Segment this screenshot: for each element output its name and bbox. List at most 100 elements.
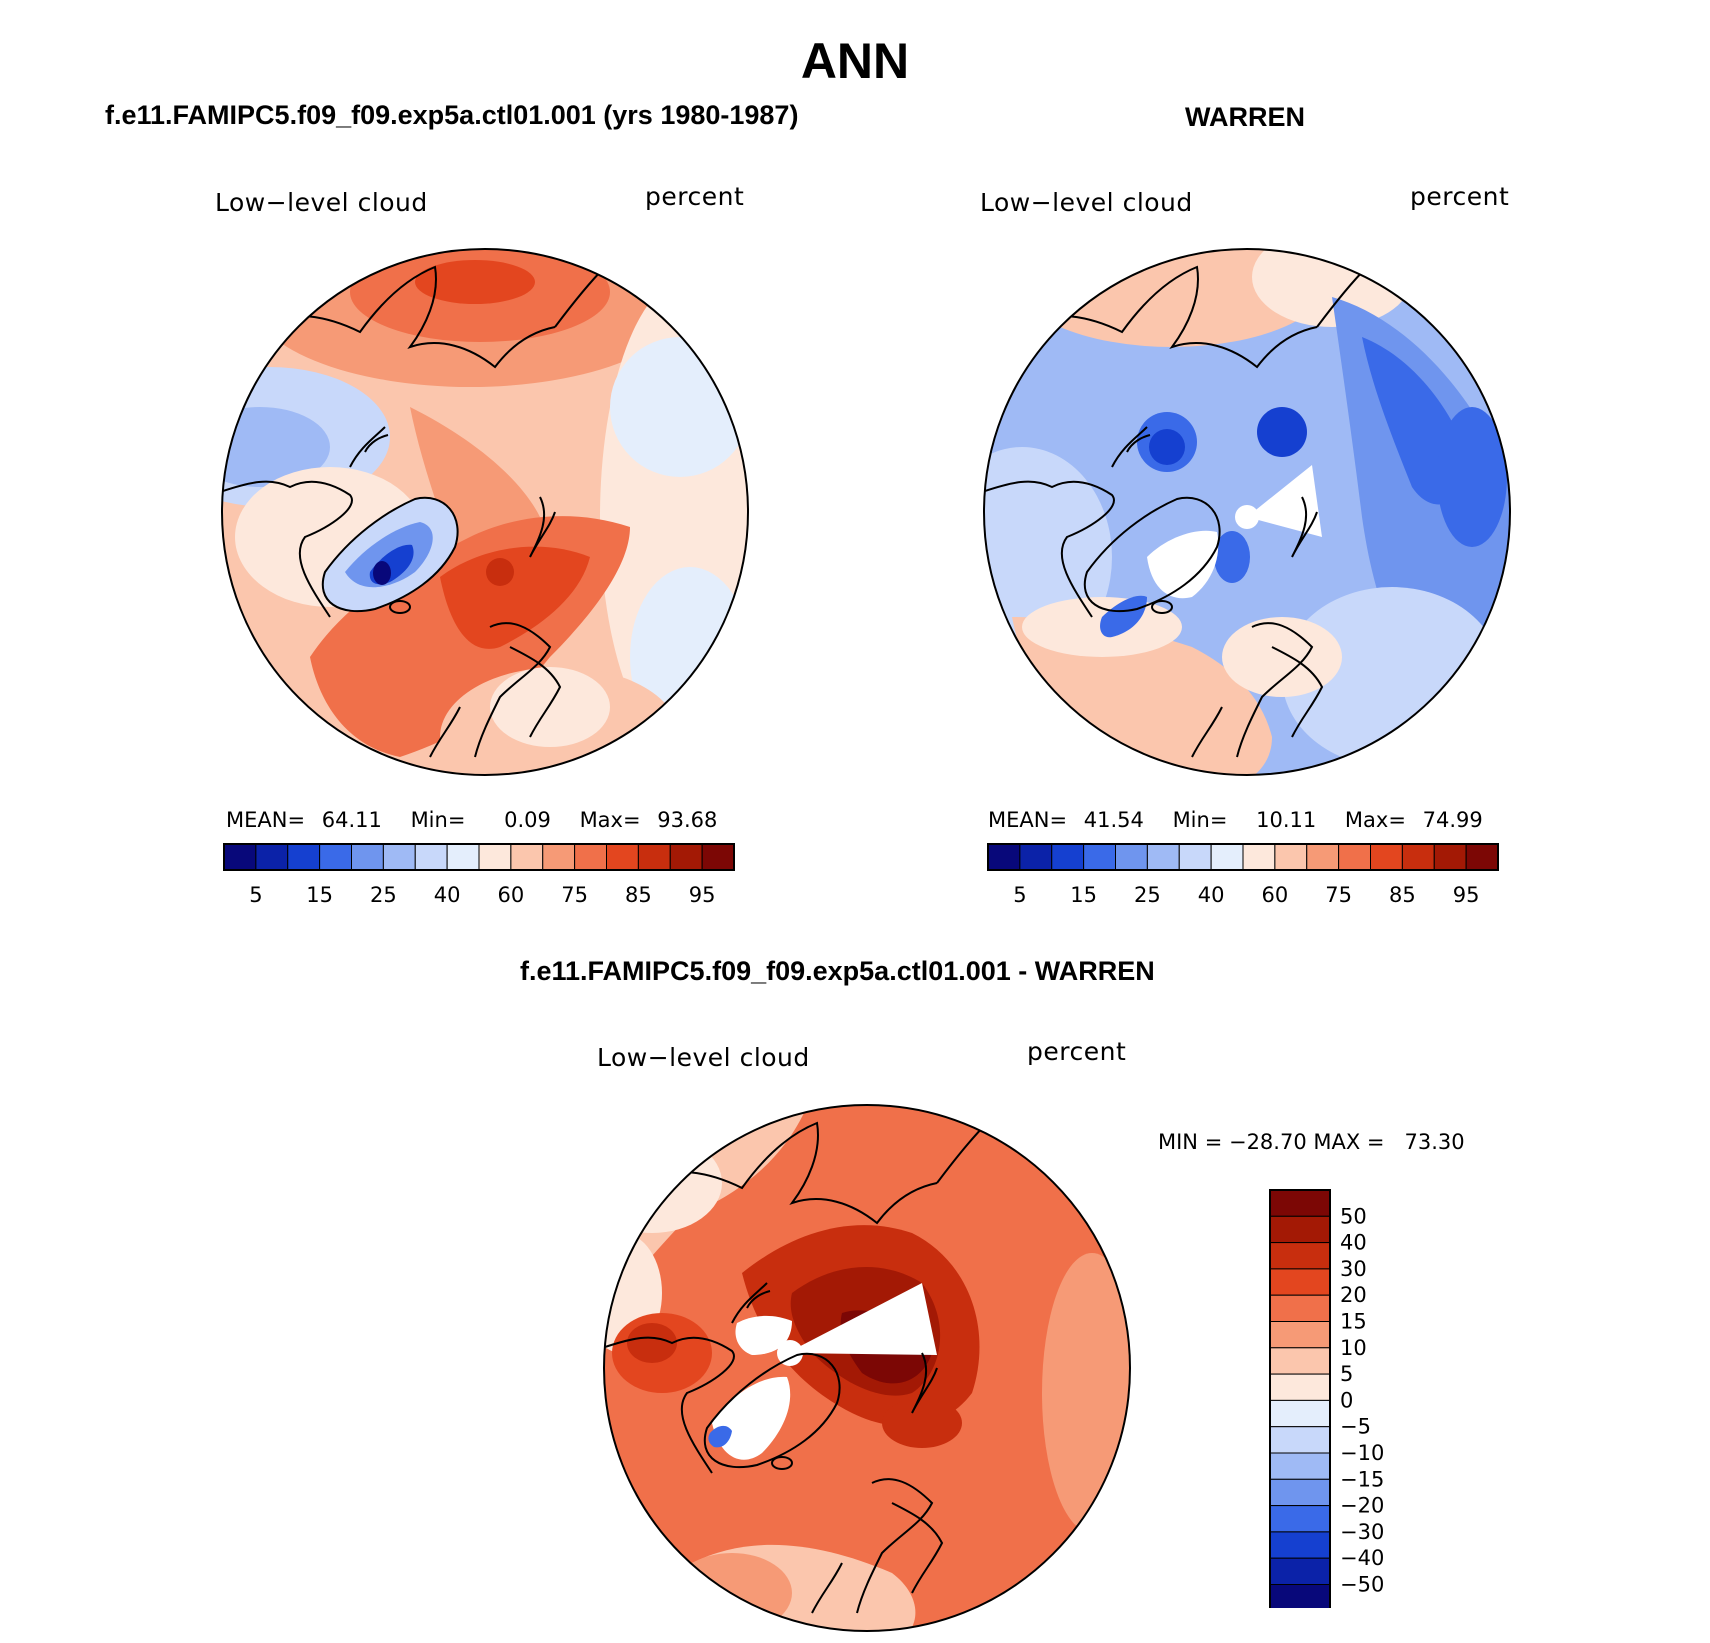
left-colorbar-swatch	[606, 843, 639, 871]
diff-colorbar-tick-label: −20	[1340, 1494, 1384, 1518]
diff-case-title: f.e11.FAMIPC5.f09_f09.exp5a.ctl01.001 - …	[520, 956, 1155, 986]
diff-colorbar-swatch	[1269, 1242, 1331, 1270]
diff-colorbar-tick-label: −40	[1340, 1546, 1384, 1570]
right-colorbar-swatch	[1115, 843, 1148, 871]
right-colorbar-tick-label: 75	[1325, 883, 1352, 907]
left-min-label: Min=	[410, 808, 466, 832]
right-units-label: percent	[1410, 182, 1510, 211]
right-colorbar-swatch	[1178, 843, 1212, 871]
right-case-title: WARREN	[1185, 102, 1305, 132]
right-stats: MEAN= 41.54 Min= 10.11 Max= 74.99	[988, 808, 1508, 832]
right-colorbar-swatch	[1401, 843, 1435, 871]
right-colorbar-swatch	[1370, 843, 1403, 871]
left-colorbar-tick-label: 60	[498, 883, 525, 907]
diff-colorbar-swatch	[1269, 1399, 1331, 1428]
diff-colorbar-tick-label: 40	[1340, 1231, 1367, 1255]
diff-colorbar-swatch	[1269, 1505, 1331, 1533]
left-colorbar-tick-label: 75	[561, 883, 588, 907]
right-max-label: Max=	[1344, 808, 1406, 832]
left-colorbar-swatch	[255, 843, 289, 871]
right-colorbar-tick-label: 25	[1134, 883, 1161, 907]
diff-colorbar-swatch	[1269, 1347, 1331, 1375]
right-max-value: 74.99	[1422, 808, 1483, 832]
right-colorbar-swatch	[1146, 843, 1180, 871]
right-colorbar-swatch	[987, 843, 1021, 871]
diff-colorbar-swatch	[1269, 1189, 1331, 1217]
right-colorbar-tick-label: 5	[1013, 883, 1026, 907]
diff-colorbar-swatch	[1269, 1294, 1331, 1322]
diff-colorbar-tick-label: 30	[1340, 1257, 1367, 1281]
left-colorbar: 5 15 25 40 60 75 85 95	[223, 843, 735, 907]
left-colorbar-swatch	[351, 843, 384, 871]
diff-colorbar-swatch	[1269, 1373, 1331, 1401]
left-colorbar-swatch	[574, 843, 607, 871]
diff-colorbar-swatch	[1269, 1452, 1331, 1480]
diff-polar-map	[603, 1104, 1131, 1632]
left-colorbar-swatch	[478, 843, 512, 871]
right-colorbar-tick-label: 15	[1070, 883, 1097, 907]
right-min-value: 10.11	[1256, 808, 1317, 832]
diff-colorbar-tick-label: −50	[1340, 1573, 1384, 1597]
right-colorbar-swatch	[1306, 843, 1340, 871]
diff-colorbar-tick-label: 15	[1340, 1310, 1367, 1334]
left-case-title: f.e11.FAMIPC5.f09_f09.exp5a.ctl01.001 (y…	[105, 100, 799, 130]
left-colorbar-swatch	[319, 843, 352, 871]
diff-variable-label: Low−level cloud	[597, 1043, 810, 1072]
right-colorbar-tick-label: 95	[1453, 883, 1480, 907]
right-colorbar: 5 15 25 40 60 75 85 95	[987, 843, 1499, 907]
left-max-label: Max=	[579, 808, 641, 832]
right-variable-label: Low−level cloud	[980, 188, 1193, 217]
diff-colorbar-swatch	[1269, 1584, 1331, 1608]
left-colorbar-tick-label: 85	[625, 883, 652, 907]
left-colorbar-swatch	[287, 843, 321, 871]
diff-colorbar-tick-label: −15	[1340, 1467, 1384, 1491]
right-colorbar-swatch	[1274, 843, 1308, 871]
left-colorbar-tick-label: 15	[306, 883, 333, 907]
diff-colorbar-tick-label: −10	[1340, 1441, 1384, 1465]
right-polar-map	[983, 248, 1511, 776]
right-colorbar-swatch	[1019, 843, 1053, 871]
left-min-value: 0.09	[504, 808, 551, 832]
left-colorbar-tick-label: 40	[434, 883, 461, 907]
left-colorbar-swatch	[669, 843, 703, 871]
left-variable-label: Low−level cloud	[215, 188, 428, 217]
diff-colorbar-tick-label: −30	[1340, 1520, 1384, 1544]
diff-colorbar-tick-label: 10	[1340, 1336, 1367, 1360]
right-colorbar-tick-label: 60	[1262, 883, 1289, 907]
left-mean-label: MEAN=	[226, 808, 306, 832]
diff-colorbar-tick-label: 5	[1340, 1362, 1353, 1386]
right-colorbar-swatch	[1465, 843, 1499, 871]
right-mean-value: 41.54	[1083, 808, 1144, 832]
diff-colorbar-swatch	[1269, 1478, 1331, 1507]
right-colorbar-tick-label: 85	[1389, 883, 1416, 907]
left-colorbar-tick-label: 95	[689, 883, 716, 907]
diff-colorbar-swatch	[1269, 1426, 1331, 1454]
left-colorbar-tick-label: 25	[370, 883, 397, 907]
diff-colorbar-tick-label: 20	[1340, 1283, 1367, 1307]
left-colorbar-swatch	[701, 843, 735, 871]
right-colorbar-swatch	[1338, 843, 1371, 871]
diff-colorbar-tick-label: 0	[1340, 1388, 1353, 1412]
left-stats: MEAN= 64.11 Min= 0.09 Max= 93.68	[226, 808, 746, 832]
left-colorbar-swatch	[637, 843, 671, 871]
left-colorbar-swatch	[510, 843, 544, 871]
right-colorbar-swatch	[1083, 843, 1116, 871]
diff-colorbar-swatch	[1269, 1531, 1331, 1559]
right-colorbar-swatch	[1210, 843, 1244, 871]
diff-colorbar-swatch	[1269, 1268, 1331, 1296]
right-mean-label: MEAN=	[988, 808, 1068, 832]
left-polar-map	[221, 248, 749, 776]
diff-colorbar-swatch	[1269, 1215, 1331, 1244]
diff-colorbar-tick-label: 50	[1340, 1204, 1367, 1228]
page-title: ANN	[800, 33, 910, 89]
left-mean-value: 64.11	[321, 808, 382, 832]
left-colorbar-swatch	[542, 843, 576, 871]
diff-units-label: percent	[1027, 1037, 1127, 1066]
left-colorbar-swatch	[446, 843, 480, 871]
right-min-label: Min=	[1172, 808, 1228, 832]
left-colorbar-swatch	[382, 843, 416, 871]
right-colorbar-tick-label: 40	[1198, 883, 1225, 907]
right-colorbar-swatch	[1433, 843, 1467, 871]
diff-colorbar-swatch	[1269, 1321, 1331, 1349]
